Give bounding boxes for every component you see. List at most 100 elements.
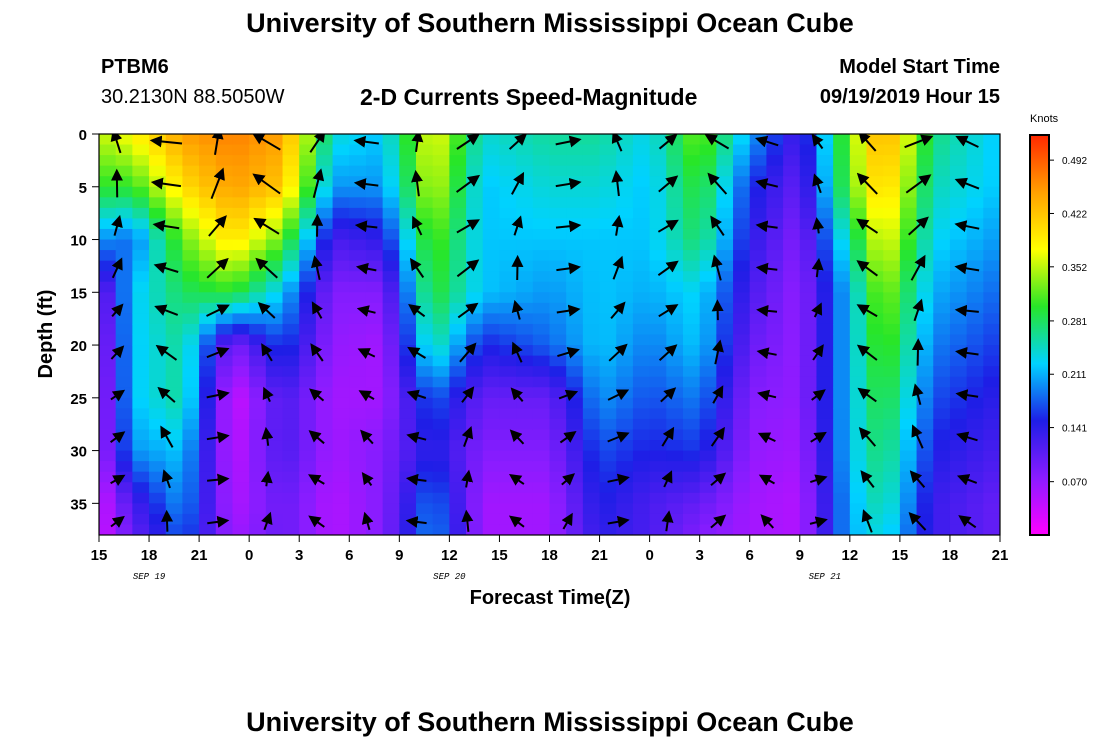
current-vector [811,389,826,402]
heatmap-cell [783,239,801,251]
heatmap-cell [816,366,834,378]
heatmap-cell [616,165,634,177]
heatmap-cell [966,397,984,409]
heatmap-cell [349,471,367,483]
heatmap-cell [365,228,384,241]
heatmap-cell [399,281,417,293]
heatmap-cell [349,260,367,272]
heatmap-cell [99,155,117,167]
heatmap-cell [632,323,651,336]
heatmap-cell [949,334,968,346]
heatmap-cell [365,313,384,325]
heatmap-cell [582,408,601,420]
heatmap-cell [232,197,250,209]
heatmap-cell [682,323,701,336]
heatmap-cell [682,250,701,262]
current-vector [809,516,828,529]
heatmap-cell [416,323,434,336]
heatmap-cell [249,524,267,535]
heatmap-cell [466,197,484,209]
current-vector [511,171,525,195]
heatmap-cell [599,418,617,431]
heatmap-cell [532,376,551,388]
heatmap-cell [716,250,734,262]
heatmap-cell [132,345,150,357]
heatmap-cell [733,292,751,304]
heatmap-cell [916,482,934,494]
current-vector [111,303,124,318]
heatmap-cell [215,366,234,378]
heatmap-cell [666,408,684,420]
heatmap-cell [983,461,1000,473]
heatmap-cell [682,302,701,314]
heatmap-cell [232,218,250,230]
heatmap-cell [682,218,701,230]
heatmap-cell [883,292,901,304]
heatmap-cell [966,218,984,230]
heatmap-cell [199,144,217,156]
heatmap-cell [766,250,784,262]
heatmap-cell [332,366,350,378]
heatmap-cell [716,323,734,336]
heatmap-cell [249,197,267,209]
heatmap-cell [599,155,617,167]
heatmap-cell [349,134,367,146]
heatmap-cell [883,355,901,367]
heatmap-cell [132,450,150,462]
heatmap-cell [716,134,734,146]
heatmap-cell [182,228,200,241]
heatmap-cell [315,345,334,357]
heatmap-cell [466,418,484,431]
heatmap-cell [182,418,200,431]
heatmap-cell [866,260,884,272]
heatmap-cell [582,418,601,431]
heatmap-cell [666,450,684,462]
heatmap-cell [699,165,717,177]
heatmap-cell [199,503,217,515]
heatmap-cell [949,239,968,251]
heatmap-cell [566,186,584,198]
heatmap-cell [833,503,851,515]
heatmap-cell [449,144,467,156]
heatmap-cell [115,313,133,325]
current-vector [661,510,674,532]
heatmap-cell [532,144,551,156]
heatmap-cell [449,482,467,494]
heatmap-cell [883,429,901,441]
heatmap-cell [599,313,617,325]
heatmap-cell [916,228,934,241]
heatmap-cell [482,134,501,146]
heatmap-cell [883,197,901,209]
heatmap-cell [382,176,400,188]
heatmap-cell [299,387,317,399]
heatmap-cell [199,207,217,220]
heatmap-cell [866,239,884,251]
heatmap-cell [816,228,834,241]
current-vector [309,388,325,402]
heatmap-cell [666,492,684,504]
current-vector [954,177,980,190]
heatmap-cell [332,218,350,230]
current-vector [461,426,474,447]
heatmap-cell [816,302,834,314]
heatmap-cell [215,250,234,262]
heatmap-cell [132,387,150,399]
heatmap-cell [966,260,984,272]
heatmap-cell [599,376,617,388]
heatmap-cell [983,313,1000,325]
heatmap-cell [99,323,117,336]
heatmap-cell [499,524,517,535]
x-tick-label: 12 [841,547,858,564]
heatmap-cell [282,397,300,409]
heatmap-cell [716,197,734,209]
heatmap-cell [449,492,467,504]
heatmap-cell [733,503,751,515]
heatmap-cell [783,176,801,188]
heatmap-cell [749,155,768,167]
heatmap-cell [649,313,667,325]
heatmap-cell [866,271,884,283]
heatmap-cell [332,376,350,388]
heatmap-cell [432,440,450,452]
heatmap-cell [265,155,284,167]
heatmap-cell [365,239,384,251]
